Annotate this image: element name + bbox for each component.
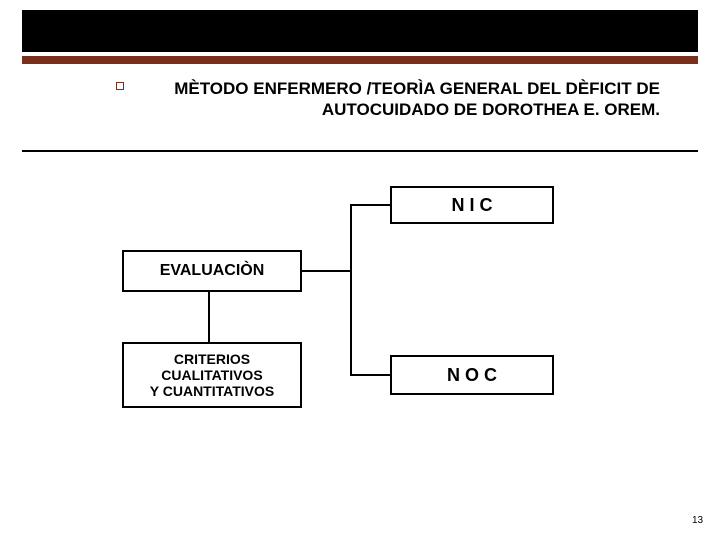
header-accent-stripe xyxy=(22,56,698,64)
slide-title: MÈTODO ENFERMERO /TEORÌA GENERAL DEL DÈF… xyxy=(100,78,660,121)
connector-1 xyxy=(350,204,352,376)
box-criterios-label: CRITERIOS CUALITATIVOS Y CUANTITATIVOS xyxy=(150,351,274,399)
title-underline xyxy=(22,150,698,152)
connector-0 xyxy=(302,270,352,272)
box-noc: N O C xyxy=(390,355,554,395)
slide: { "header": { "bar": { "x": 22, "y": 10,… xyxy=(0,0,720,540)
box-criterios: CRITERIOS CUALITATIVOS Y CUANTITATIVOS xyxy=(122,342,302,408)
connector-3 xyxy=(350,374,390,376)
page-number-value: 13 xyxy=(692,515,703,526)
page-number: 13 xyxy=(692,515,703,526)
box-noc-label: N O C xyxy=(447,365,497,386)
connector-2 xyxy=(350,204,390,206)
header-bar xyxy=(22,10,698,52)
box-nic: N I C xyxy=(390,186,554,224)
box-evaluacion-label: EVALUACIÒN xyxy=(160,262,265,280)
title-line1: MÈTODO ENFERMERO /TEORÌA GENERAL DEL DÈF… xyxy=(100,78,660,99)
box-evaluacion: EVALUACIÒN xyxy=(122,250,302,292)
connector-4 xyxy=(208,292,210,342)
box-nic-label: N I C xyxy=(451,195,492,216)
title-line2: AUTOCUIDADO DE DOROTHEA E. OREM. xyxy=(100,99,660,120)
